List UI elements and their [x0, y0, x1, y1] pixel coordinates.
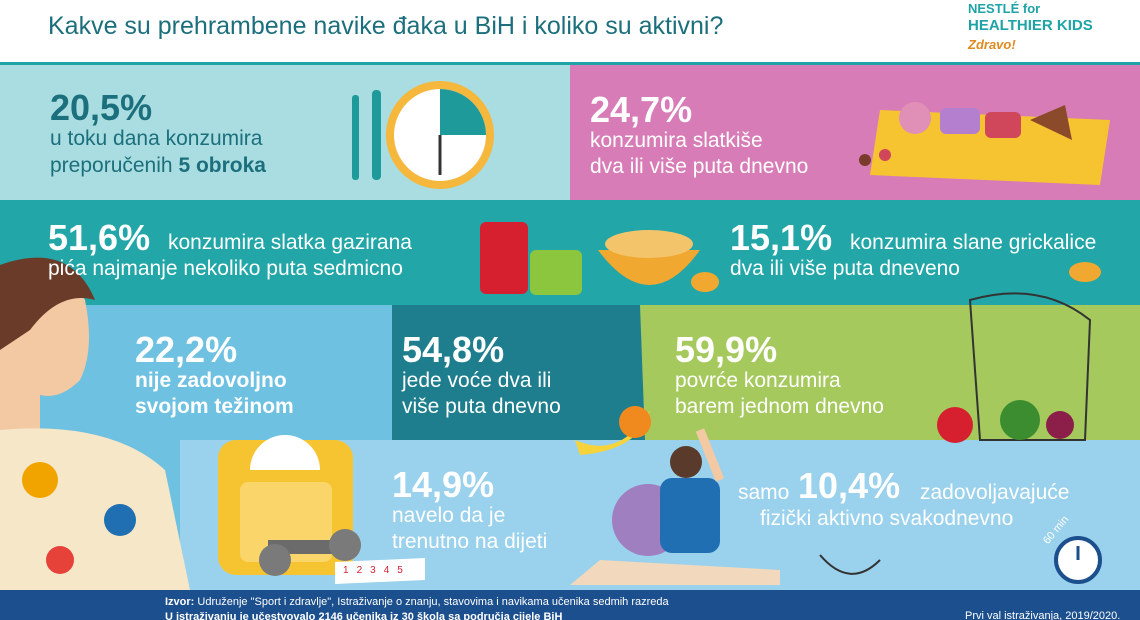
stat-text: povrće konzumira	[675, 369, 841, 392]
note: U istraživanju je učestvovalo 2146 učeni…	[165, 611, 563, 620]
stat-text: u toku dana konzumira	[50, 127, 263, 150]
stat-text: dva ili više puta dnevno	[590, 155, 809, 178]
source-label: Izvor:	[165, 596, 195, 608]
stat-text: fizički aktivno svakodnevno	[760, 507, 1014, 530]
stat-text: konzumira slane grickalice	[850, 231, 1097, 254]
tape-number: 1	[343, 565, 357, 576]
text: preporučenih	[50, 154, 173, 177]
stat-text: svojom težinom	[135, 395, 294, 418]
stat: 51,6%	[48, 217, 151, 258]
stat: 14,9%	[392, 464, 495, 505]
stat: 24,7%	[590, 89, 693, 130]
stat-text: navelo da je	[392, 504, 506, 527]
stat-text: jede voće dva ili	[402, 369, 552, 392]
stat-text: barem jednom dnevno	[675, 395, 884, 418]
stat: 10,4%	[798, 465, 901, 506]
tape-number: 5	[397, 565, 411, 576]
stat: 22,2%	[135, 329, 238, 370]
wave: Prvi val istraživanja, 2019/2020.	[965, 610, 1121, 620]
logo-line: NESTLÉ for	[968, 1, 1041, 16]
stat-text: dva ili više puta dneveno	[730, 257, 960, 280]
stat: 15,1%	[730, 217, 833, 258]
stat-text: konzumira slatkiše	[590, 129, 763, 152]
tape-number: 2	[356, 565, 371, 576]
logo-line: HEALTHIER KIDS	[968, 17, 1093, 34]
stat-text: zadovoljavajuće	[920, 481, 1070, 504]
stat-text: preporučenih 5 obroka	[50, 155, 266, 176]
source: Izvor: Udruženje "Sport i zdravlje", Ist…	[165, 597, 669, 608]
stat-text: nije zadovoljno	[135, 369, 287, 392]
stat: 59,9%	[675, 329, 778, 370]
source-text: Udruženje "Sport i zdravlje", Istraživan…	[197, 596, 669, 608]
tape-numbers: 12345	[343, 566, 411, 576]
tape-number: 3	[370, 565, 384, 576]
stat-text: više puta dnevno	[402, 395, 561, 418]
text-bold: 5 obroka	[178, 154, 266, 177]
stat-text: pića najmanje nekoliko puta sedmicno	[48, 257, 403, 280]
stat-text: trenutno na dijeti	[392, 530, 548, 553]
logo-line: Zdravo!	[968, 37, 1016, 52]
stat: 20,5%	[50, 87, 153, 128]
stat-text: konzumira slatka gazirana	[168, 231, 412, 254]
stat: 54,8%	[402, 329, 505, 370]
title: Kakve su prehrambene navike đaka u BiH i…	[48, 12, 724, 40]
stat-prefix: samo	[738, 481, 790, 504]
tape-number: 4	[383, 565, 398, 576]
